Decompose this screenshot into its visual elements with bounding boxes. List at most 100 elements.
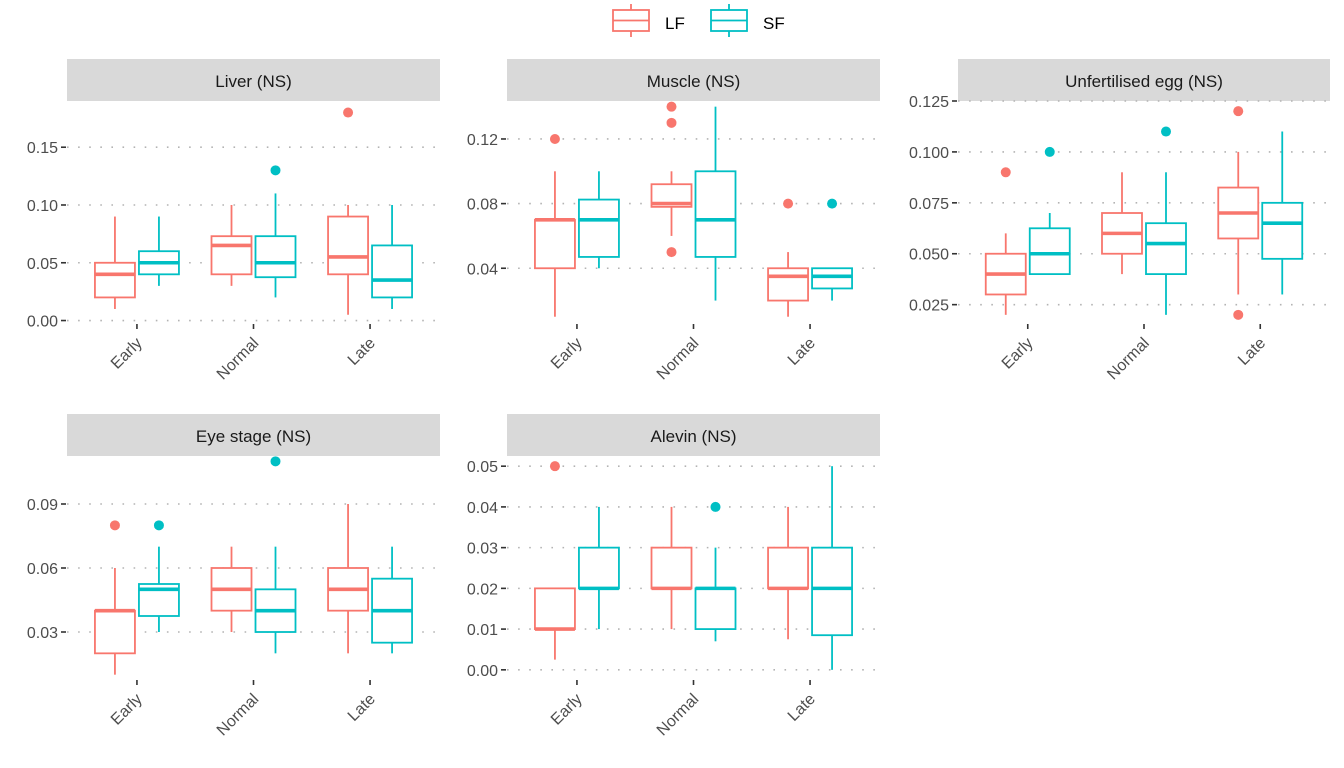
box-iqr bbox=[694, 170, 737, 258]
y-tick-label: 0.12 bbox=[467, 132, 498, 149]
y-tick-label: 0.025 bbox=[909, 298, 949, 315]
box-sf-early bbox=[578, 506, 620, 630]
y-axis: 0.04 0.08 0.12 bbox=[467, 132, 506, 278]
box-sf-late bbox=[811, 198, 853, 301]
box-sf-normal bbox=[254, 165, 297, 298]
x-tick-label: Early bbox=[108, 691, 146, 729]
x-tick-label: Late bbox=[785, 691, 819, 725]
x-tick-label: Early bbox=[108, 335, 146, 373]
legend-label-lf: LF bbox=[665, 14, 685, 33]
y-tick-label: 0.06 bbox=[27, 561, 58, 578]
y-tick-label: 0.15 bbox=[27, 140, 58, 157]
y-tick-label: 0.05 bbox=[467, 459, 498, 476]
box-iqr bbox=[94, 609, 136, 655]
box-lf-late bbox=[1217, 106, 1260, 320]
x-tick-label: Early bbox=[548, 691, 586, 729]
outlier-point bbox=[666, 101, 677, 112]
y-tick-label: 0.04 bbox=[467, 500, 498, 517]
panel-strip bbox=[67, 59, 440, 101]
y-axis: 0.00 0.01 0.02 0.03 0.04 0.05 bbox=[467, 459, 506, 680]
x-tick-label: Late bbox=[345, 691, 379, 725]
x-tick-label: Late bbox=[345, 335, 379, 369]
outlier-point bbox=[549, 133, 560, 144]
box-iqr bbox=[811, 546, 853, 637]
outlier-point bbox=[270, 165, 281, 176]
box-sf-normal bbox=[694, 106, 737, 301]
box-sf-late bbox=[371, 204, 413, 309]
y-tick-label: 0.00 bbox=[27, 314, 58, 331]
panel-alevin: Alevin (NS) 0.00 0.01 0.02 0.03 0.04 0.05 Ear… bbox=[467, 414, 880, 739]
legend-entry-sf: SF bbox=[710, 4, 785, 37]
x-axis: Early Normal Late bbox=[548, 324, 819, 383]
box-iqr bbox=[534, 218, 576, 270]
panel-liver: Liver (NS) 0.00 0.05 0.10 0.15 Early Normal L… bbox=[27, 59, 440, 383]
box-sf-early bbox=[138, 216, 180, 286]
boxplot-marks bbox=[94, 456, 413, 675]
outlier-point bbox=[666, 117, 677, 128]
box-iqr bbox=[578, 198, 620, 258]
box-sf-late bbox=[811, 466, 853, 670]
outlier-point bbox=[1000, 167, 1011, 178]
boxplot-marks bbox=[984, 106, 1304, 320]
panel-title: Liver (NS) bbox=[215, 72, 292, 91]
panel-strip bbox=[67, 414, 440, 456]
y-axis: 0.025 0.050 0.075 0.100 0.125 bbox=[909, 94, 957, 315]
y-tick-label: 0.08 bbox=[467, 197, 498, 214]
panel-title: Unfertilised egg (NS) bbox=[1065, 72, 1223, 91]
outlier-point bbox=[270, 456, 281, 467]
box-iqr bbox=[327, 215, 369, 276]
box-iqr bbox=[534, 587, 576, 630]
boxplot-marks bbox=[94, 107, 413, 315]
boxplot-marks bbox=[534, 101, 853, 317]
x-tick-label: Early bbox=[999, 335, 1037, 373]
panel-title: Alevin (NS) bbox=[651, 427, 737, 446]
box-iqr bbox=[1028, 227, 1071, 276]
box-iqr bbox=[767, 546, 809, 590]
box-iqr bbox=[650, 183, 693, 208]
outlier-point bbox=[109, 520, 120, 531]
box-iqr bbox=[1145, 222, 1187, 276]
legend: LF SF bbox=[612, 4, 785, 37]
box-lf-late bbox=[327, 504, 369, 654]
box-lf-early bbox=[984, 167, 1027, 315]
box-iqr bbox=[694, 587, 737, 630]
box-sf-early bbox=[138, 520, 180, 632]
x-tick-label: Normal bbox=[654, 335, 702, 383]
box-iqr bbox=[94, 261, 136, 299]
box-sf-early bbox=[1028, 146, 1071, 276]
box-lf-normal bbox=[210, 204, 253, 286]
panel-strip bbox=[507, 414, 880, 456]
x-tick-label: Normal bbox=[214, 691, 262, 739]
outlier-point bbox=[666, 247, 677, 258]
x-tick-label: Normal bbox=[654, 691, 702, 739]
outlier-point bbox=[827, 198, 838, 209]
box-lf-normal bbox=[650, 506, 693, 630]
panel-strip bbox=[507, 59, 880, 101]
panel-eye-stage: Eye stage (NS) 0.03 0.06 0.09 Early Normal L… bbox=[27, 414, 440, 739]
box-lf-early bbox=[94, 216, 136, 309]
y-tick-label: 0.125 bbox=[909, 94, 949, 111]
y-tick-label: 0.04 bbox=[467, 261, 498, 278]
x-tick-label: Early bbox=[548, 335, 586, 373]
y-tick-label: 0.09 bbox=[27, 497, 58, 514]
box-lf-late bbox=[767, 506, 809, 640]
legend-key-sf-boxplot-icon bbox=[710, 4, 748, 37]
box-lf-normal bbox=[650, 101, 693, 258]
box-iqr bbox=[811, 267, 853, 290]
x-axis: Early Normal Late bbox=[999, 324, 1269, 383]
y-axis: 0.03 0.06 0.09 bbox=[27, 497, 66, 642]
outlier-point bbox=[549, 461, 560, 472]
legend-label-sf: SF bbox=[763, 14, 785, 33]
x-tick-label: Normal bbox=[214, 335, 262, 383]
y-tick-label: 0.05 bbox=[27, 256, 58, 273]
outlier-point bbox=[1233, 309, 1244, 320]
box-sf-late bbox=[1261, 131, 1304, 295]
box-iqr bbox=[210, 235, 253, 276]
x-axis: Early Normal Late bbox=[108, 324, 379, 383]
box-sf-normal bbox=[1145, 126, 1187, 315]
y-tick-label: 0.03 bbox=[27, 625, 58, 642]
panel-title: Muscle (NS) bbox=[647, 72, 741, 91]
x-tick-label: Late bbox=[1235, 335, 1269, 369]
boxplot-marks bbox=[534, 461, 853, 670]
